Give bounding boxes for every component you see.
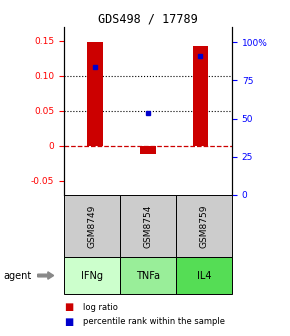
Text: percentile rank within the sample: percentile rank within the sample [83,318,225,326]
Text: agent: agent [3,270,31,281]
Text: TNFa: TNFa [136,270,160,281]
Text: IFNg: IFNg [81,270,103,281]
Text: log ratio: log ratio [83,303,117,312]
Text: GSM8759: GSM8759 [200,204,209,248]
Text: GSM8754: GSM8754 [143,204,153,248]
Text: ■: ■ [64,317,73,327]
Bar [88,42,103,146]
Text: IL4: IL4 [197,270,211,281]
Text: GSM8749: GSM8749 [87,204,96,248]
Title: GDS498 / 17789: GDS498 / 17789 [98,13,198,26]
Text: ■: ■ [64,302,73,312]
Bar [193,46,208,146]
Bar [140,146,156,154]
